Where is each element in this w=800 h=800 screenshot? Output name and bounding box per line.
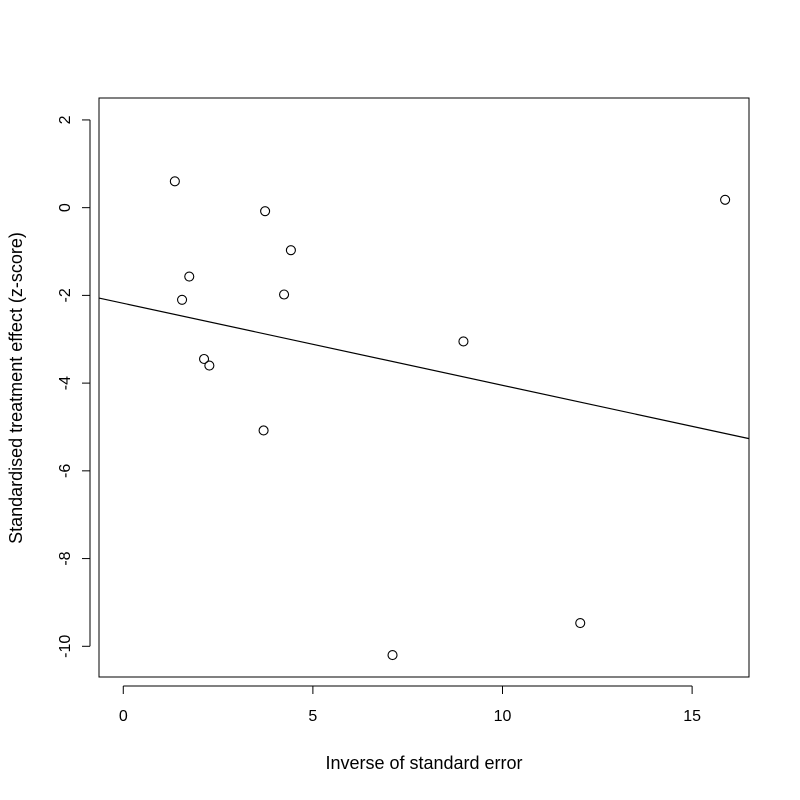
data-point <box>184 271 195 282</box>
y-tick-label: -2 <box>57 288 74 302</box>
x-tick-label: 15 <box>683 708 701 725</box>
plot-frame <box>98 97 750 678</box>
points-layer <box>169 176 731 661</box>
x-tick-label: 5 <box>308 708 317 725</box>
data-point <box>169 176 180 187</box>
fit-line-layer <box>98 297 750 440</box>
y-tick-label: 0 <box>57 203 74 212</box>
data-point <box>575 617 586 629</box>
x-axis: 0 5 10 15 <box>119 685 701 725</box>
data-point <box>458 336 469 347</box>
data-point <box>285 245 296 256</box>
regression-line <box>98 297 750 440</box>
data-point <box>258 425 269 436</box>
y-axis: 2 0 -2 -4 -6 -8 -10 <box>57 115 91 658</box>
data-point <box>279 289 290 300</box>
data-point <box>198 353 210 365</box>
x-axis-title: Inverse of standard error <box>325 753 522 773</box>
data-point <box>177 294 188 305</box>
data-point <box>260 206 271 217</box>
x-tick-label: 0 <box>119 708 128 725</box>
x-tick-label: 10 <box>494 708 512 725</box>
data-point <box>720 194 731 205</box>
y-tick-label: -8 <box>57 551 74 565</box>
y-axis-title: Standardised treatment effect (z-score) <box>6 232 26 544</box>
y-tick-label: -4 <box>57 376 74 390</box>
y-tick-label: 2 <box>57 115 74 124</box>
y-tick-label: -10 <box>57 635 74 658</box>
data-point <box>204 360 215 371</box>
data-point <box>387 650 398 661</box>
y-tick-label: -6 <box>57 464 74 478</box>
